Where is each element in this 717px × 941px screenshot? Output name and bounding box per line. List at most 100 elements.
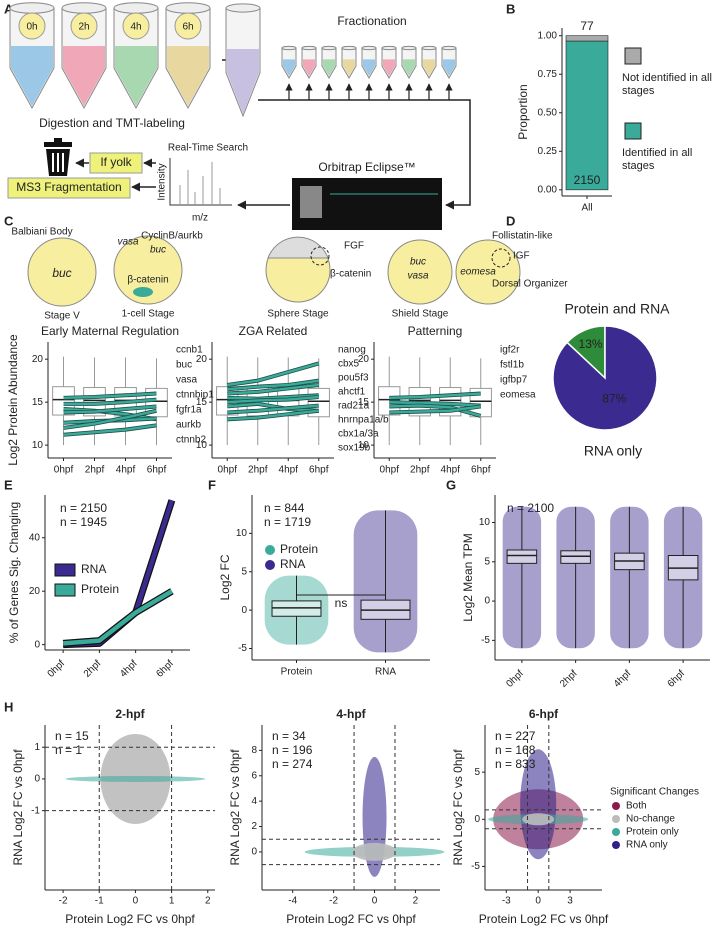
x-tick-label: -3: [502, 896, 511, 907]
annotation: n = 1719: [264, 515, 311, 529]
tube-cap: [61, 2, 107, 14]
line: [63, 398, 157, 406]
y-tick-label: 1: [34, 742, 40, 753]
x-axis-label: Protein Log2 FC vs 0hpf: [65, 912, 195, 926]
tube-liquid: [11, 46, 53, 106]
tube-cap: [441, 45, 457, 51]
point-cloud: [522, 813, 555, 826]
x-tick-label: 6hpf: [309, 465, 329, 476]
significance-label: ns: [335, 596, 348, 610]
legend-dot: [612, 802, 620, 810]
tube-liquid: [303, 59, 315, 76]
y-axis-label: Log2 FC: [218, 554, 232, 600]
label: Sphere Stage: [267, 309, 329, 320]
embryo: [70, 12, 98, 40]
x-tick-label: 4hpf: [612, 668, 634, 690]
legend-label: RNA only: [626, 840, 668, 851]
x-tick-label: 0: [372, 896, 378, 907]
x-tick-label: -2: [329, 896, 338, 907]
label: vasa: [117, 237, 139, 248]
x-tick-label: 0hpf: [504, 668, 526, 690]
y-axis-label: Proportion: [516, 84, 530, 139]
y-axis-label: Log2 Mean TPM: [461, 533, 475, 622]
annotation: n = 2100: [507, 501, 554, 515]
annotation: n = 1: [55, 743, 82, 757]
trash-icon: [44, 138, 72, 176]
y-axis-label: RNA Log2 FC vs 0hpf: [451, 749, 465, 866]
instrument-label: Orbitrap Eclipse™: [318, 160, 415, 174]
x-tick-label: 0hpf: [54, 465, 74, 476]
legend-label: Identified in all stages: [622, 147, 693, 172]
line: [389, 392, 481, 400]
legend-dot: [612, 828, 620, 836]
label: Dorsal Organizer: [492, 279, 568, 290]
legend-dot: [265, 560, 275, 570]
y-axis-label: % of Genes Sig. Changing: [7, 502, 21, 643]
legend-title: Significant Changes: [610, 787, 699, 798]
legend-label: RNA: [280, 557, 305, 571]
spectrum-peaks: [179, 162, 221, 205]
y-tick-label: -5: [481, 635, 490, 646]
decision-label: If yolk: [100, 155, 132, 169]
gene-label: igfbp7: [500, 375, 528, 386]
y-tick-label: 10: [196, 440, 208, 451]
line: [227, 402, 319, 412]
x-tick-label: 0hpf: [380, 465, 400, 476]
y-tick-label: 5: [484, 556, 490, 567]
tube-liquid: [63, 46, 105, 106]
y-tick-label: 0: [34, 639, 40, 650]
label: CyclinB/aurkb: [141, 231, 203, 242]
line: [227, 395, 319, 404]
tube-cap: [321, 45, 337, 51]
y-axis-label: RNA Log2 FC vs 0hpf: [11, 749, 25, 866]
y-tick-label: 20: [32, 354, 44, 365]
tube-cap: [361, 45, 377, 51]
y-tick-label: 15: [32, 397, 44, 408]
step-label: Digestion and TMT-labeling: [39, 116, 185, 130]
y-tick-label: 0.00: [538, 184, 558, 195]
legend-dot: [612, 841, 620, 849]
y-tick-label: 5: [241, 566, 247, 577]
gene-label: igf2r: [500, 345, 520, 356]
panel-letter: B: [506, 1, 515, 16]
y-tick-label: 10: [479, 517, 491, 528]
instrument-detail: [300, 186, 322, 218]
bar-segment: [565, 40, 609, 191]
y-tick-label: -5: [238, 643, 247, 654]
label: Follistatin-like: [492, 231, 553, 242]
label: Stage V: [44, 311, 80, 322]
legend-label: No-change: [626, 814, 675, 825]
tube-cap: [341, 45, 357, 51]
y-tick-label: 20: [358, 354, 370, 365]
tube-liquid: [403, 59, 415, 76]
y-axis-label: Log2 Protein Abundance: [6, 334, 20, 466]
tube-liquid: [323, 59, 335, 76]
line: [63, 424, 157, 436]
label: FGF: [344, 241, 364, 252]
legend-swatch: [624, 122, 642, 140]
value-label: 13%: [579, 337, 603, 351]
annotation: n = 274: [272, 757, 313, 771]
tube-cap: [381, 45, 397, 51]
point-cloud: [352, 842, 397, 861]
x-tick-label: 4hpf: [118, 658, 140, 680]
label: β-catenin: [330, 269, 371, 280]
legend-label: Protein: [280, 542, 318, 556]
y-tick-label: -1: [31, 805, 40, 816]
line: [227, 404, 319, 414]
annotation: n = 844: [264, 501, 305, 515]
label: 1-cell Stage: [122, 309, 175, 320]
line: [63, 407, 157, 421]
panel-letter: E: [4, 477, 13, 492]
gene-label: rad21a: [338, 401, 370, 412]
panel-letters: A B C D E F G H: [4, 1, 515, 714]
gene-label: fstl1b: [500, 360, 524, 371]
workflow-diagram: Digestion and TMT-labeling Fractionation…: [7, 14, 471, 230]
action-box: [7, 177, 131, 199]
x-tick-label: -1: [95, 896, 104, 907]
y-tick-label: 8: [251, 745, 257, 756]
y-tick-label: 5: [474, 767, 480, 778]
legend-dot: [612, 815, 620, 823]
gene-label: ahctf1: [338, 387, 366, 398]
